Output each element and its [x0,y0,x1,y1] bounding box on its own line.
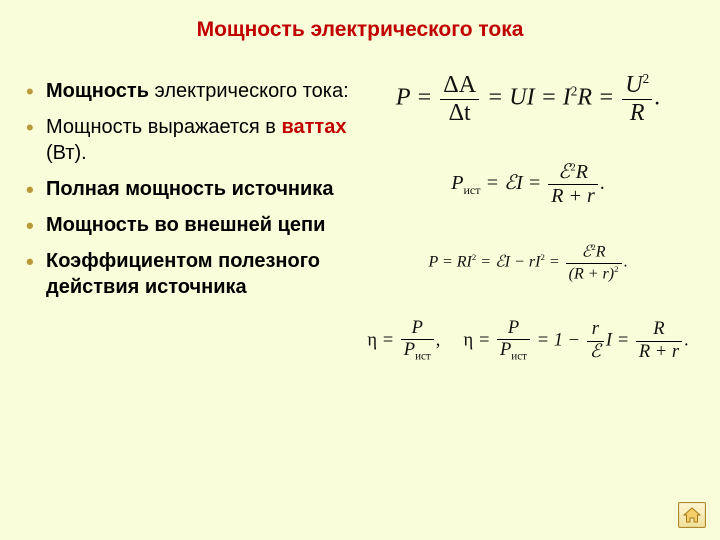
sym-R: R [577,85,592,111]
sym-eq: = [537,330,554,350]
frac-den: R + r [548,185,598,207]
list-item: Мощность электрического тока: [24,78,352,104]
home-icon [683,507,701,523]
slide-root: Мощность электрического тока Мощность эл… [0,0,720,540]
sym-sub-ist: ист [463,183,480,197]
frac-num: P [497,319,530,340]
sym-den: (R + r) [569,265,614,282]
content-columns: Мощность электрического тока: Мощность в… [24,78,696,363]
sym-I: I [563,85,571,111]
sym-eI: ℰI [495,254,510,271]
bullet-text: (Вт). [46,142,87,164]
sym-dot: . [684,330,689,350]
list-item: Мощность во внешней цепи [24,212,352,238]
sym-R: R [596,244,606,261]
bullet-bold: Мощность [46,80,149,102]
fraction: P Pист [399,319,436,364]
sym-comma: , [436,330,441,350]
sym-eps: ℰ [558,161,570,183]
frac-den: Δt [440,100,479,126]
sym-one-minus: 1 − [554,330,585,350]
sym-eps: ℰ [582,244,592,261]
sym-minus: − [514,254,529,271]
sym-eq: = [382,330,399,350]
frac-num: ℰ2R [548,162,598,185]
sym-sub-ist: ист [415,351,431,363]
frac-num: ℰ2R [566,243,622,263]
bullet-emphasis: ваттах [281,116,346,138]
formula-efficiency: η = P Pист , η = P Pист = 1 − r ℰ [360,319,696,364]
frac-den: (R + r)2 [566,264,622,283]
formula-source-power: Pист = ℰI = ℰ2R R + r . [360,162,696,207]
frac-num: r [587,320,604,341]
fraction: ℰ2R R + r [546,162,600,207]
formula-power: P = ΔA Δt = UI = I 2 R = U2 R . [360,72,696,126]
bullet-text: электрического тока: [149,80,349,102]
sym-dot: . [600,172,605,194]
bullet-text: Коэффициентом полезного действия источни… [46,250,320,298]
frac-num: R [636,320,682,341]
bullet-column: Мощность электрического тока: Мощность в… [24,78,360,310]
sym-sub-ist: ист [511,351,527,363]
sym-P: P [404,340,415,360]
frac-den: Pист [497,340,530,363]
fraction: r ℰ [585,320,606,362]
sym-eq: = [485,172,504,194]
sym-eq: = [478,330,495,350]
frac-num: P [401,319,434,340]
formula-external-power: P = RI2 = ℰI − rI2 = ℰ2R (R + r)2 . [360,243,696,282]
list-item: Коэффициентом полезного действия источни… [24,248,352,300]
fraction: R R + r [634,320,684,362]
sym-eq: = [598,85,620,111]
sym-eq: = [617,330,634,350]
sym-P: P [396,85,410,111]
frac-num: ΔA [440,73,479,100]
fraction: P Pист [495,319,532,364]
sym-lhs: P = RI [428,254,471,271]
sym-dot: . [654,85,660,111]
sym-R: R [576,161,588,183]
fraction: ℰ2R (R + r)2 [564,243,624,282]
fraction: U2 R [620,72,654,126]
sym-eq: = [528,172,547,194]
sym-eq: = [416,85,438,111]
sym-P: P [451,172,463,194]
frac-den: R [622,100,652,126]
bullet-text: Мощность выражается в [46,116,281,138]
sym-sup2: 2 [540,252,544,262]
sym-eta: η [367,330,377,350]
sym-eta: η [464,330,474,350]
slide-title: Мощность электрического тока [24,18,696,42]
sym-P: P [500,340,511,360]
bullet-text: Полная мощность источника [46,178,333,200]
sym-eI: ℰI [504,172,523,194]
sym-eq: = [480,254,495,271]
sym-eq: = [541,85,563,111]
sym-sup2: 2 [472,252,476,262]
sym-sup2: 2 [614,264,618,274]
sym-UI: UI [509,85,534,111]
list-item: Полная мощность источника [24,176,352,202]
sym-dot: . [624,254,628,271]
bullet-list: Мощность электрического тока: Мощность в… [24,78,352,300]
frac-den: Pист [401,340,434,363]
frac-num: U2 [622,72,652,100]
sym-U: U [625,72,642,98]
home-button[interactable] [678,502,706,528]
frac-den: R + r [636,342,682,362]
sym-eq: = [487,85,509,111]
bullet-text: Мощность во внешней цепи [46,214,325,236]
formula-column: P = ΔA Δt = UI = I2R = U2 R . Pист = ℰI [360,78,696,363]
sym-eq: = [549,254,564,271]
sym-I: I [606,330,612,350]
frac-den: ℰ [587,342,604,362]
sym-rI: rI [529,254,541,271]
list-item: Мощность выражается в ваттах (Вт). [24,114,352,166]
sym-sup2: 2 [643,71,650,86]
fraction: ΔA Δt [438,73,481,126]
